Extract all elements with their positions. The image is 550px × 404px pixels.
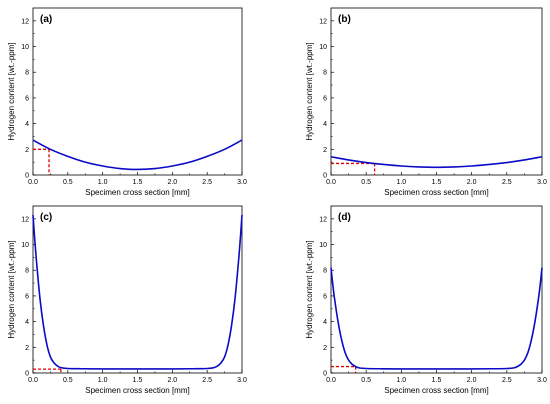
panel-label: (d) (338, 212, 351, 223)
x-tick-label: 2.0 (167, 179, 177, 186)
x-tick-label: 1.5 (432, 179, 442, 186)
y-tick-label: 6 (323, 293, 327, 300)
panel-0: 0.0 0.5 1.0 1.5 2.0 2.5 3.0 0 2 4 6 8 10 12 Specimen c… (7, 7, 247, 197)
series-line (330, 155, 543, 169)
panel-label: (b) (338, 14, 351, 25)
panel-3: 0.0 0.5 1.0 1.5 2.0 2.5 3.0 0 2 4 6 8 10 12 Specimen c… (305, 205, 547, 395)
plot-frame (330, 205, 543, 374)
x-axis-label: Specimen cross section [mm] (85, 188, 189, 197)
y-tick-label: 12 (21, 216, 29, 223)
x-tick-label: 0.0 (326, 179, 336, 186)
x-tick-label: 0.5 (63, 179, 73, 186)
y-tick-label: 12 (21, 18, 29, 25)
x-tick-label: 0.0 (28, 179, 38, 186)
x-tick-label: 1.0 (396, 179, 406, 186)
x-tick-label: 1.5 (133, 179, 143, 186)
y-tick-label: 8 (323, 268, 327, 275)
y-tick-label: 2 (25, 147, 29, 154)
y-tick-label: 10 (21, 44, 29, 51)
y-tick-label: 0 (25, 371, 29, 378)
plot-frame (330, 7, 543, 176)
panel-1: 0.0 0.5 1.0 1.5 2.0 2.5 3.0 0 2 4 6 8 10 12 Specimen c… (305, 7, 547, 197)
y-tick-label: 4 (323, 121, 327, 128)
plot-frame (32, 205, 243, 374)
y-tick-label: 2 (25, 345, 29, 352)
x-tick-label: 2.5 (502, 377, 512, 384)
y-tick-label: 10 (21, 242, 29, 249)
y-tick-label: 0 (323, 371, 327, 378)
x-tick-label: 1.5 (432, 377, 442, 384)
panel-label: (c) (40, 212, 52, 223)
x-tick-label: 0.0 (28, 377, 38, 384)
x-tick-label: 0.0 (326, 377, 336, 384)
x-tick-label: 3.0 (537, 377, 547, 384)
y-tick-label: 10 (319, 44, 327, 51)
y-axis-label: Hydrogen content [wt.-ppm] (305, 42, 314, 140)
panel-2: 0.0 0.5 1.0 1.5 2.0 2.5 3.0 0 2 4 6 8 10 12 Specimen c… (7, 205, 247, 395)
x-tick-label: 2.5 (202, 377, 212, 384)
y-tick-label: 2 (323, 147, 327, 154)
y-tick-label: 8 (25, 268, 29, 275)
x-tick-label: 0.5 (63, 377, 73, 384)
y-tick-label: 6 (25, 95, 29, 102)
x-tick-label: 1.0 (98, 179, 108, 186)
y-tick-label: 12 (319, 18, 327, 25)
y-tick-label: 0 (323, 173, 327, 180)
y-axis-label: Hydrogen content [wt.-ppm] (7, 42, 16, 140)
x-tick-label: 2.0 (467, 179, 477, 186)
x-tick-label: 3.0 (237, 377, 247, 384)
y-axis-label: Hydrogen content [wt.-ppm] (305, 240, 314, 338)
series-line (32, 214, 243, 370)
x-tick-label: 3.0 (237, 179, 247, 186)
y-tick-label: 8 (323, 70, 327, 77)
x-axis-label: Specimen cross section [mm] (85, 386, 189, 395)
series-line (32, 139, 243, 171)
y-tick-label: 6 (25, 293, 29, 300)
y-axis-label: Hydrogen content [wt.-ppm] (7, 240, 16, 338)
x-tick-label: 1.0 (98, 377, 108, 384)
y-tick-label: 2 (323, 345, 327, 352)
x-tick-label: 2.0 (167, 377, 177, 384)
x-tick-label: 0.5 (361, 377, 371, 384)
y-tick-label: 4 (323, 319, 327, 326)
x-tick-label: 3.0 (537, 179, 547, 186)
x-axis-label: Specimen cross section [mm] (384, 386, 488, 395)
series-line (330, 267, 543, 370)
panel-label: (a) (40, 14, 52, 25)
x-tick-label: 1.5 (133, 377, 143, 384)
x-axis-label: Specimen cross section [mm] (384, 188, 488, 197)
y-tick-label: 10 (319, 242, 327, 249)
x-tick-label: 2.5 (502, 179, 512, 186)
y-tick-label: 4 (25, 319, 29, 326)
y-tick-label: 4 (25, 121, 29, 128)
y-tick-label: 8 (25, 70, 29, 77)
x-tick-label: 2.5 (202, 179, 212, 186)
y-tick-label: 12 (319, 216, 327, 223)
y-tick-label: 0 (25, 173, 29, 180)
plot-frame (32, 7, 243, 176)
x-tick-label: 1.0 (396, 377, 406, 384)
y-tick-label: 6 (323, 95, 327, 102)
x-tick-label: 0.5 (361, 179, 371, 186)
x-tick-label: 2.0 (467, 377, 477, 384)
